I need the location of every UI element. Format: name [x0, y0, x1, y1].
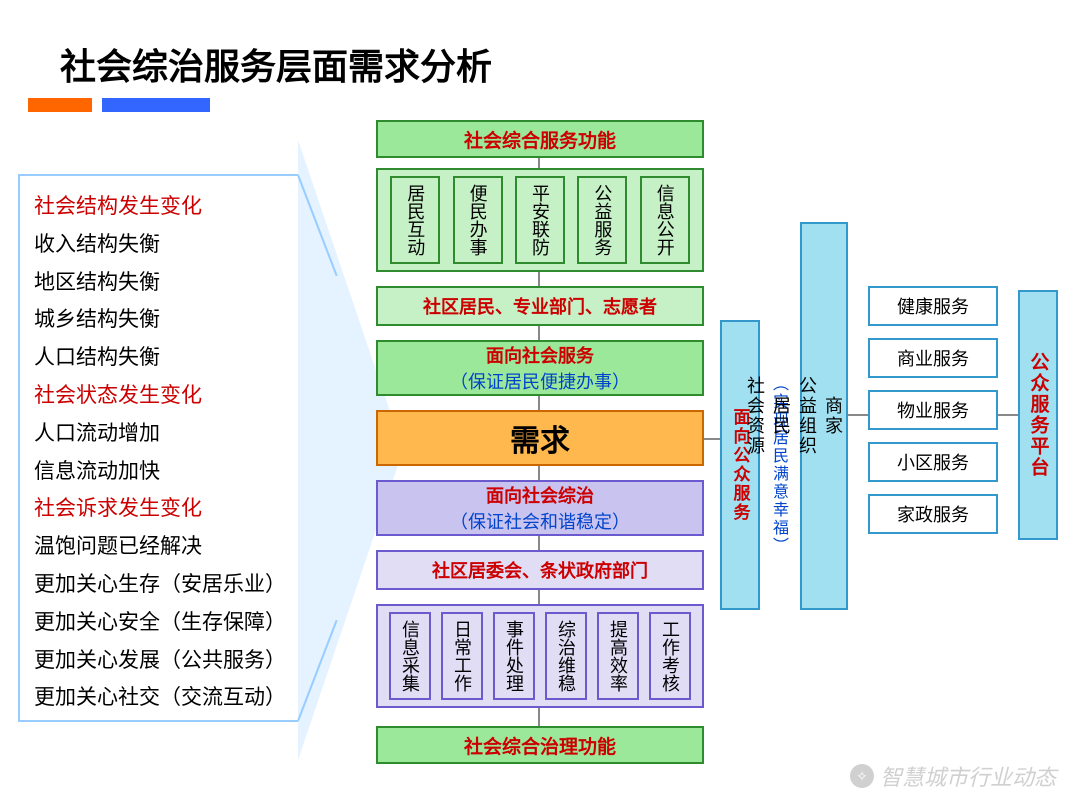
service-down-sub: （保证社会和谐稳定） — [450, 508, 630, 534]
wechat-icon: ✧ — [850, 764, 874, 788]
watermark: ✧ 智慧城市行业动态 — [850, 760, 1056, 792]
actors-bottom-text: 社区居委会、条状政府部门 — [432, 557, 648, 583]
left-list-item: 更加关心发展（公共服务） — [34, 642, 364, 680]
top-items-row: 居民互动便民办事平安联防公益服务信息公开 — [376, 168, 704, 272]
left-list-item: 社会状态发生变化 — [34, 377, 364, 415]
top-item: 公益服务 — [577, 176, 627, 264]
service-up: 面向社会服务 （保证居民便捷办事） — [376, 340, 704, 396]
top-item: 平安联防 — [515, 176, 565, 264]
bottom-item: 日常工作 — [441, 612, 483, 700]
left-list-item: 收入结构失衡 — [34, 226, 364, 264]
center-text: 需求 — [510, 416, 570, 460]
bottom-item: 工作考核 — [649, 612, 691, 700]
actors-bottom: 社区居委会、条状政府部门 — [376, 550, 704, 590]
left-list-item: 城乡结构失衡 — [34, 301, 364, 339]
bottom-items-row: 信息采集日常工作事件处理综治维稳提高效率工作考核 — [376, 604, 704, 708]
right-platform-text: 公众服务平台 — [1025, 352, 1052, 478]
bottom-item: 事件处理 — [493, 612, 535, 700]
service-up-sub: （保证居民便捷办事） — [450, 368, 630, 394]
service-item: 健康服务 — [868, 286, 998, 326]
bottom-item: 综治维稳 — [545, 612, 587, 700]
right-col2-word: 商家 — [820, 396, 846, 436]
right-col2-word: 居民 — [768, 396, 794, 436]
left-list-item: 更加关心社交（交流互动） — [34, 679, 364, 717]
top-item: 便民办事 — [453, 176, 503, 264]
connector — [538, 466, 540, 480]
connector — [538, 708, 540, 726]
top-header: 社会综合服务功能 — [376, 120, 704, 158]
page-title: 社会综治服务层面需求分析 — [60, 38, 492, 90]
bottom-item: 提高效率 — [597, 612, 639, 700]
bottom-header-text: 社会综合治理功能 — [464, 732, 616, 759]
connector — [538, 272, 540, 286]
left-list-item: 社会结构发生变化 — [34, 188, 364, 226]
left-list-item: 温饱问题已经解决 — [34, 528, 364, 566]
service-item: 家政服务 — [868, 494, 998, 534]
top-header-text: 社会综合服务功能 — [464, 126, 616, 153]
service-down-title: 面向社会综治 — [486, 482, 594, 508]
connector — [998, 414, 1018, 416]
service-item: 商业服务 — [868, 338, 998, 378]
top-item: 信息公开 — [640, 176, 690, 264]
actors-top-text: 社区居民、专业部门、志愿者 — [423, 293, 657, 319]
right-col2-word: 公益组织 — [794, 376, 820, 456]
right-col1-sub: （实现居民满意幸福） — [764, 320, 792, 610]
connector — [538, 396, 540, 410]
service-up-title: 面向社会服务 — [486, 342, 594, 368]
service-item: 小区服务 — [868, 442, 998, 482]
connector — [538, 536, 540, 550]
right-col2: 商家公益组织居民社会资源 — [800, 222, 848, 610]
connector — [704, 438, 720, 440]
left-list-item: 更加关心生存（安居乐业） — [34, 566, 364, 604]
left-list-item: 人口结构失衡 — [34, 339, 364, 377]
actors-top: 社区居民、专业部门、志愿者 — [376, 286, 704, 326]
right-col1: 面向公众服务 — [720, 320, 760, 610]
right-platform: 公众服务平台 — [1018, 290, 1058, 540]
connector — [538, 590, 540, 604]
left-list-item: 信息流动加快 — [34, 453, 364, 491]
center-need: 需求 — [376, 410, 704, 466]
service-item: 物业服务 — [868, 390, 998, 430]
bottom-header: 社会综合治理功能 — [376, 726, 704, 764]
left-list-item: 人口流动增加 — [34, 415, 364, 453]
service-down: 面向社会综治 （保证社会和谐稳定） — [376, 480, 704, 536]
connector — [538, 326, 540, 340]
bottom-item: 信息采集 — [389, 612, 431, 700]
left-list-item: 地区结构失衡 — [34, 264, 364, 302]
right-col2-word: 社会资源 — [742, 376, 768, 456]
watermark-text: 智慧城市行业动态 — [880, 760, 1056, 792]
connector — [848, 414, 868, 416]
accent-bar-orange — [28, 98, 92, 112]
left-list-item: 更加关心安全（生存保障） — [34, 604, 364, 642]
right-services: 健康服务商业服务物业服务小区服务家政服务 — [868, 286, 998, 546]
accent-bar-blue — [102, 98, 210, 112]
left-list: 社会结构发生变化收入结构失衡地区结构失衡城乡结构失衡人口结构失衡社会状态发生变化… — [34, 188, 364, 717]
top-item: 居民互动 — [390, 176, 440, 264]
left-list-item: 社会诉求发生变化 — [34, 490, 364, 528]
